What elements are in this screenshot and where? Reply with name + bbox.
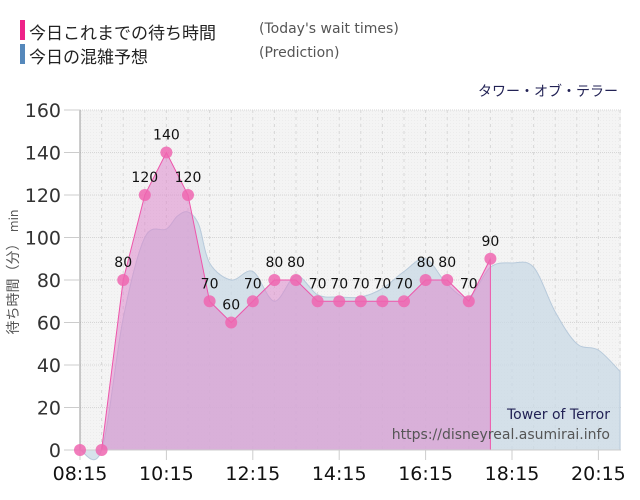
legend-item-prediction[interactable]: 今日の混雑予想 (Prediction) — [20, 42, 440, 68]
x-tick-label: 20:15 — [571, 463, 626, 485]
data-label: 70 — [244, 276, 262, 292]
data-point[interactable] — [246, 295, 259, 308]
data-point[interactable] — [354, 295, 367, 308]
x-tick-label: 08:15 — [53, 463, 108, 485]
x-tick-label: 14:15 — [312, 463, 367, 485]
y-tick-label: 100 — [25, 228, 61, 250]
y-tick-label: 140 — [25, 143, 61, 165]
watermark-attraction: Tower of Terror — [506, 407, 610, 423]
data-label: 70 — [309, 276, 327, 292]
data-point[interactable] — [484, 252, 497, 265]
y-axis-unit: min — [7, 209, 21, 233]
data-point[interactable] — [462, 295, 475, 308]
data-point[interactable] — [419, 274, 432, 286]
data-point[interactable] — [225, 316, 238, 329]
data-point[interactable] — [203, 295, 216, 308]
data-point[interactable] — [117, 274, 130, 286]
x-tick-label: 10:15 — [139, 463, 194, 485]
y-tick-label: 160 — [25, 100, 61, 122]
data-label: 90 — [481, 234, 499, 250]
data-label: 80 — [265, 255, 283, 271]
data-label: 70 — [330, 276, 348, 292]
legend-label-actual: 今日これまでの待ち時間 — [29, 24, 216, 44]
x-tick-label: 18:15 — [485, 463, 540, 485]
actual-area — [80, 151, 491, 451]
data-point[interactable] — [333, 295, 346, 308]
x-axis-ticks: 08:15 10:15 12:15 14:15 16:15 18:15 20:15 — [53, 450, 626, 485]
data-label: 70 — [373, 276, 391, 292]
x-tick-label: 12:15 — [225, 463, 280, 485]
legend-swatch-prediction — [20, 44, 25, 64]
legend-label-prediction: 今日の混雑予想 — [29, 48, 148, 68]
y-tick-label: 0 — [49, 440, 61, 462]
data-label: 80 — [114, 255, 132, 271]
data-label: 140 — [153, 128, 180, 144]
data-label: 120 — [131, 170, 158, 186]
data-label: 70 — [395, 276, 413, 292]
data-point[interactable] — [138, 189, 151, 201]
legend-item-actual[interactable]: 今日これまでの待ち時間 (Today's wait times) — [20, 18, 440, 44]
data-label: 80 — [438, 255, 456, 271]
legend: 今日これまでの待ち時間 (Today's wait times) 今日の混雑予想… — [20, 18, 440, 68]
y-axis-label: 待ち時間（分） min — [3, 197, 23, 347]
data-point[interactable] — [268, 274, 281, 286]
y-axis-label-text: 待ち時間（分） — [6, 236, 22, 335]
y-axis-ticks: 0 20 40 60 80 100 120 140 160 — [25, 100, 80, 462]
data-label: 80 — [287, 255, 305, 271]
data-point[interactable] — [376, 295, 389, 308]
y-tick-label: 60 — [37, 313, 61, 335]
x-tick-label: 16:15 — [398, 463, 453, 485]
data-point[interactable] — [95, 444, 108, 456]
legend-swatch-actual — [20, 20, 25, 40]
y-tick-label: 20 — [37, 398, 61, 420]
data-point[interactable] — [182, 189, 194, 201]
data-point[interactable] — [441, 274, 454, 286]
attraction-title: タワー・オブ・テラー — [478, 84, 618, 100]
data-point[interactable] — [74, 444, 86, 456]
data-label: 120 — [175, 170, 202, 186]
data-label: 80 — [417, 255, 435, 271]
data-point[interactable] — [311, 295, 324, 308]
y-tick-label: 120 — [25, 185, 61, 207]
data-label: 70 — [352, 276, 370, 292]
data-label: 70 — [460, 276, 478, 292]
data-point[interactable] — [160, 146, 173, 159]
data-label: 60 — [222, 298, 240, 314]
y-tick-label: 80 — [37, 270, 61, 292]
legend-sub-actual: (Today's wait times) — [259, 21, 399, 37]
actual-data-points — [74, 146, 497, 456]
data-label: 70 — [201, 276, 219, 292]
legend-sub-prediction: (Prediction) — [259, 45, 340, 61]
data-point[interactable] — [398, 295, 410, 308]
y-tick-label: 40 — [37, 355, 61, 377]
watermark-url: https://disneyreal.asumirai.info — [391, 427, 610, 443]
data-point[interactable] — [290, 274, 302, 286]
